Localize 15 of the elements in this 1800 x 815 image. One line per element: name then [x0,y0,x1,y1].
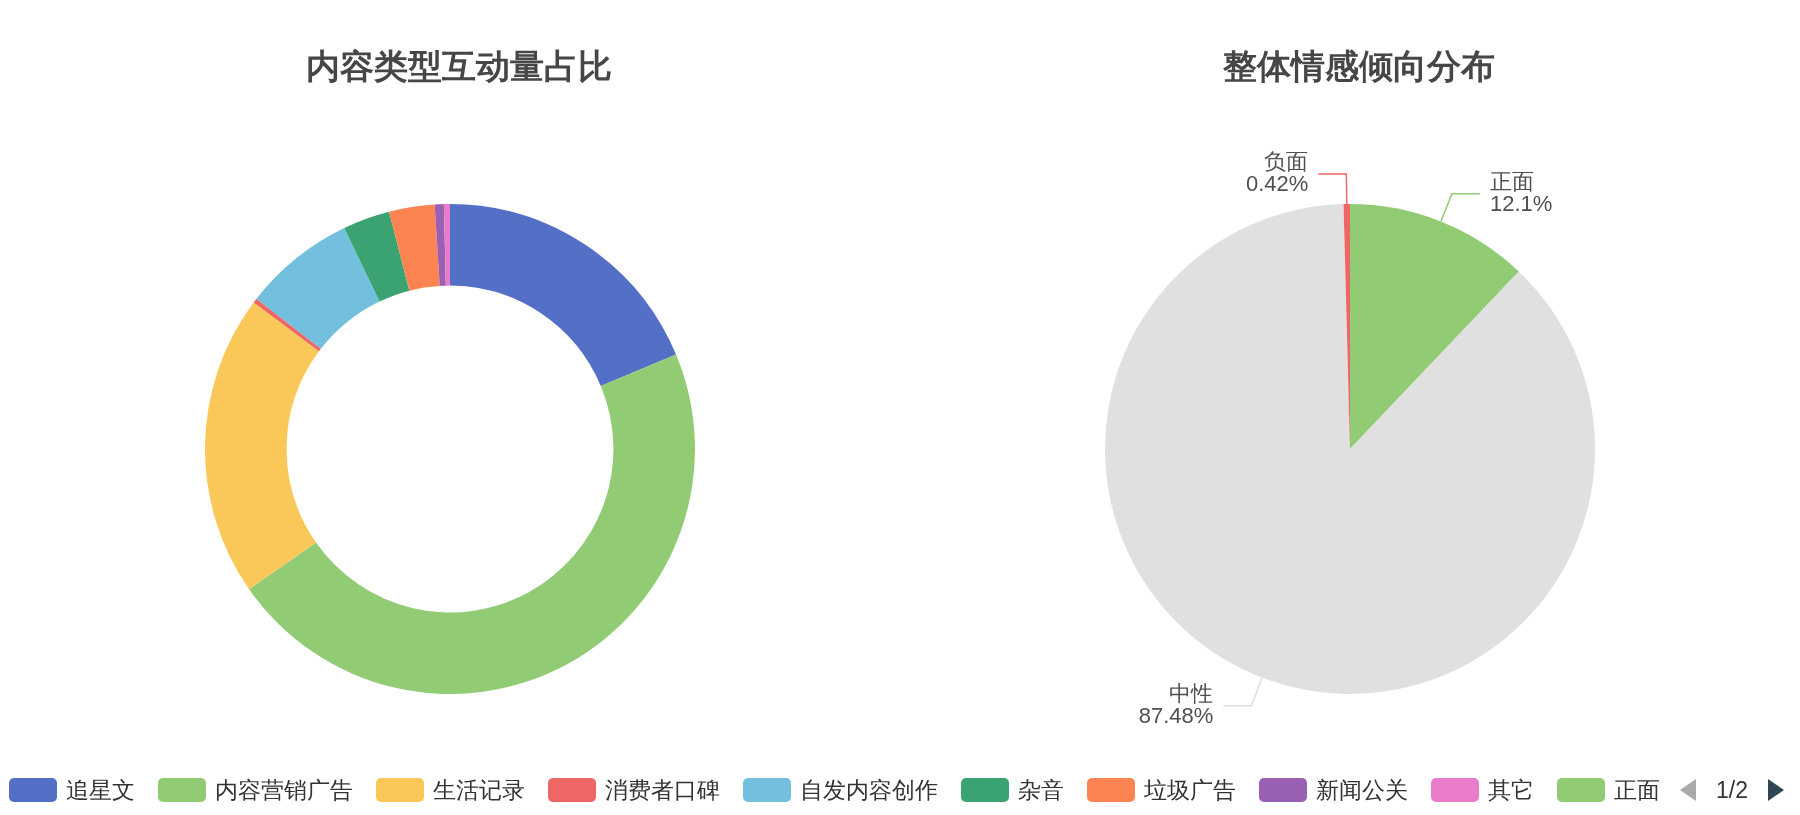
slice-label: 中性 [1169,680,1214,706]
chart-title: 整体情感倾向分布 [1223,46,1495,86]
legend-label: 垃圾广告 [1144,777,1236,803]
legend-label: 追星文 [66,777,135,803]
legend-label: 其它 [1488,777,1534,803]
legend-label: 生活记录 [433,777,525,803]
legend-label: 正面 [1614,777,1660,803]
slice-label: 正面 [1490,168,1535,194]
legend-label: 内容营销广告 [215,777,353,803]
legend-label: 消费者口碑 [605,777,720,803]
legend-label: 新闻公关 [1316,777,1408,803]
legend-label: 杂音 [1018,777,1064,803]
text: 1/2 [1716,777,1748,803]
legend-label: 自发内容创作 [800,777,938,803]
chart-title: 内容类型互动量占比 [306,46,612,86]
